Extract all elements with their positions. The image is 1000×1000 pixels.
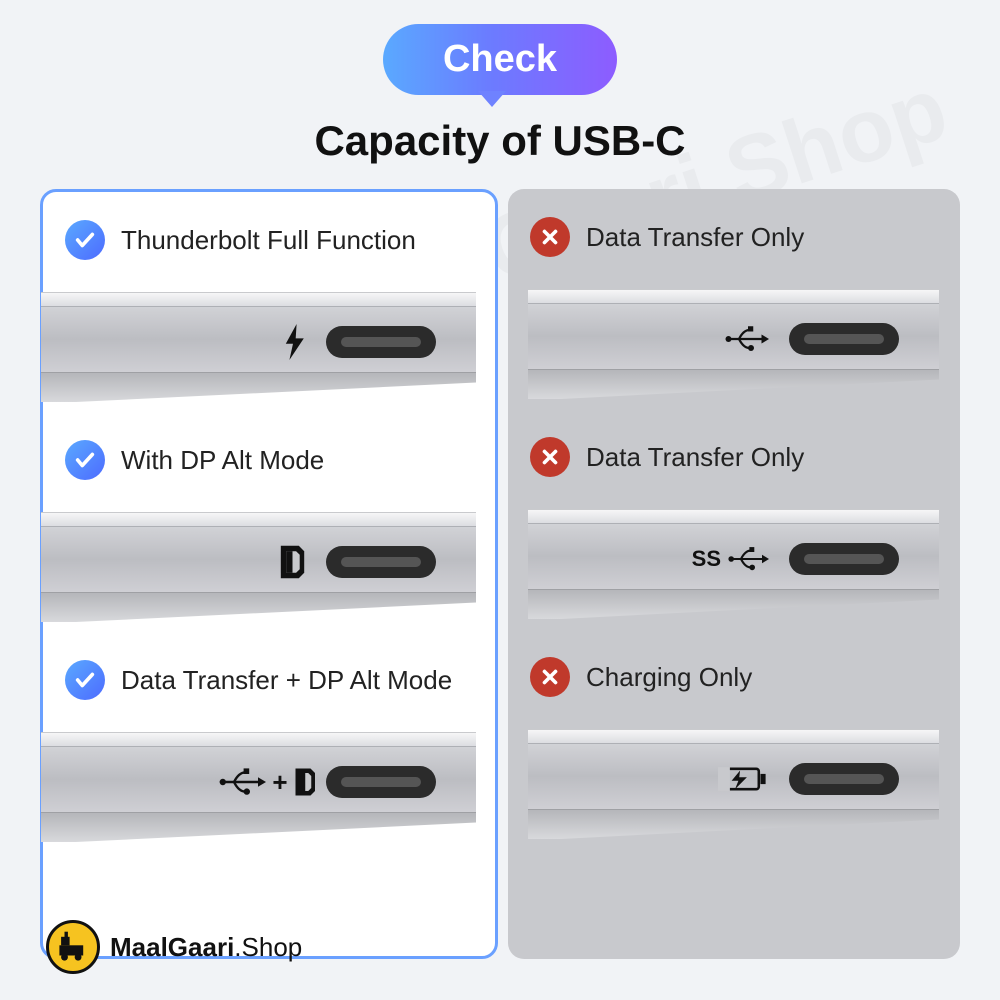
x-icon: [530, 437, 570, 477]
brand-text: MaalGaari.Shop: [110, 932, 302, 963]
brand-name-bold: MaalGaari: [110, 932, 234, 962]
brand-name-suffix: .Shop: [234, 932, 302, 962]
laptop-edge-illustration: [41, 490, 476, 650]
usb-c-port-icon: [326, 546, 436, 578]
displayport-icon: [279, 542, 306, 582]
usb-c-port-icon: [326, 326, 436, 358]
thunderbolt-icon: [284, 322, 306, 362]
unsupported-item: Data Transfer Only SS: [508, 427, 960, 647]
supported-item: Thunderbolt Full Function: [43, 210, 495, 430]
supported-column: Thunderbolt Full Function With DP Alt Mo…: [40, 189, 498, 959]
item-label: Data Transfer + DP Alt Mode: [121, 665, 452, 696]
header: Check Capacity of USB-C: [0, 0, 1000, 165]
brand-badge-icon: [46, 920, 100, 974]
usb-c-port-icon: [789, 763, 899, 795]
page-title: Capacity of USB-C: [0, 117, 1000, 165]
ss-usb-icon: SS: [692, 539, 769, 579]
unsupported-item: Data Transfer Only: [508, 207, 960, 427]
check-bubble: Check: [383, 24, 617, 95]
supported-item: With DP Alt Mode: [43, 430, 495, 650]
item-label: Charging Only: [586, 662, 752, 693]
unsupported-column: Data Transfer Only: [508, 189, 960, 959]
item-label: Data Transfer Only: [586, 442, 804, 473]
comparison-columns: Thunderbolt Full Function With DP Alt Mo…: [0, 165, 1000, 959]
x-icon: [530, 217, 570, 257]
item-label: Thunderbolt Full Function: [121, 225, 416, 256]
check-icon: [65, 440, 105, 480]
usb-plus-dp-icon: +: [218, 762, 316, 802]
laptop-edge-illustration: [41, 270, 476, 430]
item-label: With DP Alt Mode: [121, 445, 324, 476]
item-label: Data Transfer Only: [586, 222, 804, 253]
check-icon: [65, 220, 105, 260]
laptop-edge-illustration: [528, 267, 939, 427]
usb-c-port-icon: [326, 766, 436, 798]
laptop-edge-illustration: SS: [528, 487, 939, 647]
check-icon: [65, 660, 105, 700]
usb-c-port-icon: [789, 543, 899, 575]
usb-icon: [724, 319, 769, 359]
charging-icon: [718, 759, 769, 799]
laptop-edge-illustration: +: [41, 710, 476, 870]
laptop-edge-illustration: [528, 707, 939, 867]
ss-prefix: SS: [692, 546, 721, 572]
x-icon: [530, 657, 570, 697]
usb-c-port-icon: [789, 323, 899, 355]
brand-logo: MaalGaari.Shop: [46, 920, 302, 974]
supported-item: Data Transfer + DP Alt Mode +: [43, 650, 495, 870]
unsupported-item: Charging Only: [508, 647, 960, 867]
